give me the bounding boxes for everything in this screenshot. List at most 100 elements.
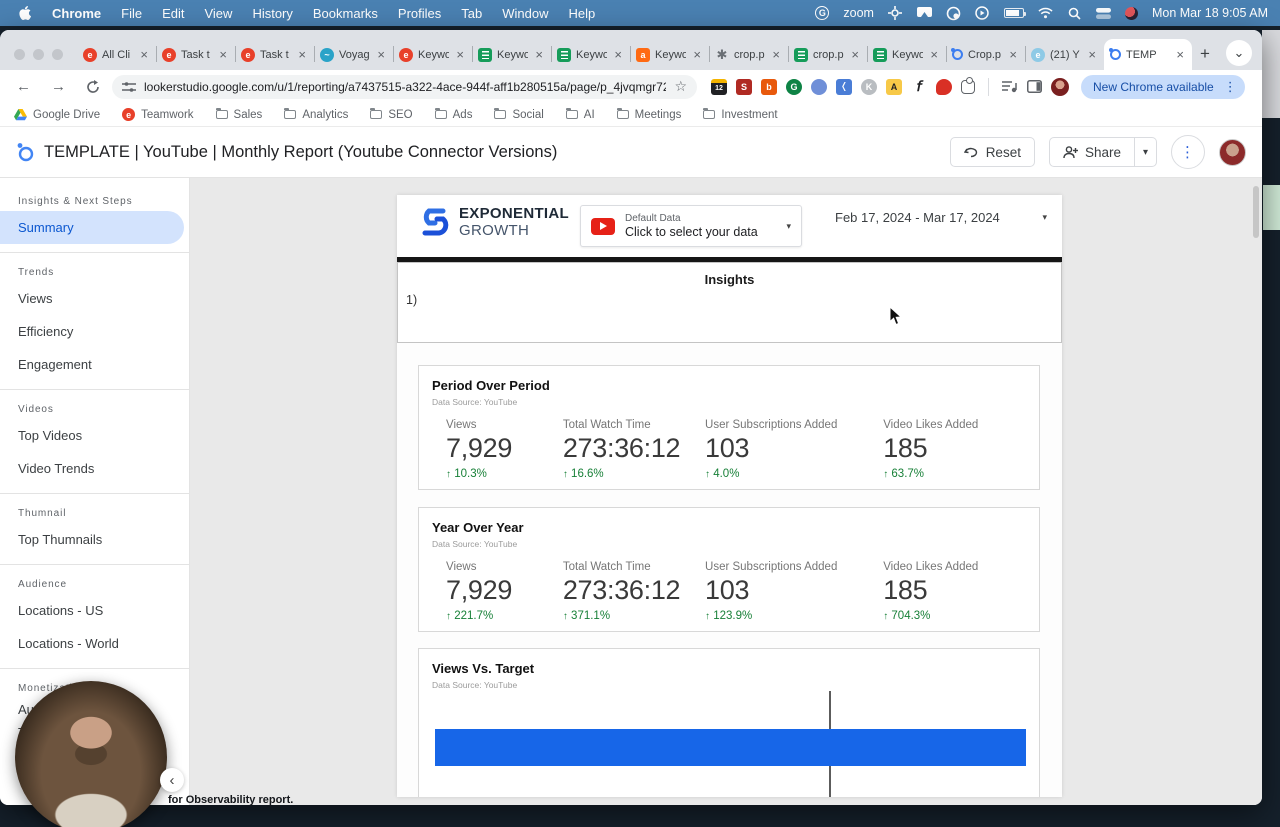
menubar-item-view[interactable]: View xyxy=(204,5,233,21)
date-range-selector[interactable]: Feb 17, 2024 - Mar 17, 2024 ▾ xyxy=(835,210,1047,225)
browser-tab[interactable]: Crop.p × xyxy=(946,39,1025,70)
browser-tab[interactable]: Keywo× xyxy=(393,39,472,70)
menubar-item-profiles[interactable]: Profiles xyxy=(397,5,442,21)
browser-tab-active[interactable]: TEMP × xyxy=(1104,39,1192,70)
close-tab-icon[interactable]: × xyxy=(1088,47,1096,62)
sidebar-item-locations-us[interactable]: Locations - US xyxy=(18,603,104,618)
menubar-item-bookmarks[interactable]: Bookmarks xyxy=(312,5,378,21)
browser-tab[interactable]: Keywo× xyxy=(472,39,551,70)
extension-icon[interactable]: 𝘧 xyxy=(916,78,922,94)
browser-tab[interactable]: Task t× xyxy=(235,39,314,70)
url-text[interactable]: lookerstudio.google.com/u/1/reporting/a7… xyxy=(144,79,667,94)
extension-icon[interactable] xyxy=(936,78,952,95)
close-tab-icon[interactable]: × xyxy=(1176,47,1184,62)
bookmark-folder-ads[interactable]: Ads xyxy=(434,108,472,121)
close-tab-icon[interactable]: × xyxy=(693,47,701,62)
bookmark-folder-investment[interactable]: Investment xyxy=(703,108,778,121)
browser-tab[interactable]: (21) Y× xyxy=(1025,39,1104,70)
sidebar-item-engagement[interactable]: Engagement xyxy=(18,357,92,372)
close-tab-icon[interactable]: × xyxy=(140,47,148,62)
extension-icon[interactable]: A xyxy=(886,78,902,95)
insights-box[interactable]: Insights 1) xyxy=(397,262,1062,343)
sidebar-item-efficiency[interactable]: Efficiency xyxy=(18,324,74,339)
bookmark-folder-meetings[interactable]: Meetings xyxy=(616,108,681,121)
chrome-profile-avatar[interactable] xyxy=(1051,77,1069,96)
bookmark-folder-seo[interactable]: SEO xyxy=(370,108,413,121)
screen-mirroring-icon[interactable] xyxy=(916,6,932,21)
bookmark-folder-analytics[interactable]: Analytics xyxy=(284,108,348,121)
close-tab-icon[interactable]: × xyxy=(614,47,622,62)
browser-tab[interactable]: crop.p× xyxy=(709,39,788,70)
close-tab-icon[interactable]: × xyxy=(1009,47,1017,62)
search-icon[interactable] xyxy=(1067,6,1082,21)
browser-tab[interactable]: Keywo× xyxy=(551,39,630,70)
menubar-item-edit[interactable]: Edit xyxy=(162,5,185,21)
sidebar-item-locations-world[interactable]: Locations - World xyxy=(18,636,119,651)
zoom-window-icon[interactable] xyxy=(52,49,63,60)
extensions-menu-icon[interactable] xyxy=(961,76,975,94)
new-tab-button[interactable]: + xyxy=(1200,44,1210,63)
bookmark-google-drive[interactable]: Google Drive xyxy=(14,108,100,121)
chrome-menu-icon[interactable]: ⋮ xyxy=(1223,78,1237,94)
close-tab-icon[interactable]: × xyxy=(772,47,780,62)
bookmark-folder-ai[interactable]: AI xyxy=(565,108,595,121)
browser-tab[interactable]: All Cli× xyxy=(77,39,156,70)
extension-icon[interactable]: b xyxy=(761,78,777,95)
extension-icon[interactable]: ❬ xyxy=(836,78,852,95)
g-status-icon[interactable]: G xyxy=(815,6,830,20)
extension-icon[interactable]: G xyxy=(786,78,802,95)
reset-button[interactable]: Reset xyxy=(949,137,1035,167)
chevron-down-icon[interactable]: ▾ xyxy=(786,220,791,231)
menubar-item-window[interactable]: Window xyxy=(502,5,549,21)
chevron-down-icon[interactable]: ▾ xyxy=(1042,212,1047,222)
side-panel-icon[interactable] xyxy=(1027,80,1042,93)
user-avatar[interactable] xyxy=(1219,138,1246,166)
sidebar-item-video-trends[interactable]: Video Trends xyxy=(18,461,95,476)
menubar-item-file[interactable]: File xyxy=(121,5,143,21)
close-tab-icon[interactable]: × xyxy=(851,47,859,62)
data-source-selector[interactable]: Default Data Click to select your data ▾ xyxy=(580,205,802,247)
menubar-item-tab[interactable]: Tab xyxy=(461,5,483,21)
close-tab-icon[interactable]: × xyxy=(930,47,938,62)
menubar-item-help[interactable]: Help xyxy=(568,5,596,21)
extension-icon[interactable]: K xyxy=(861,78,877,95)
browser-tab[interactable]: crop.p× xyxy=(788,39,867,70)
forward-button[interactable]: → xyxy=(51,78,66,95)
control-center-icon[interactable] xyxy=(1095,6,1111,21)
bookmark-folder-sales[interactable]: Sales xyxy=(215,108,262,121)
share-dropdown-caret[interactable]: ▾ xyxy=(1135,137,1157,167)
bookmark-star-icon[interactable]: ☆ xyxy=(674,78,687,94)
browser-tab[interactable]: Keywo× xyxy=(867,39,946,70)
browser-tab[interactable]: Keywo× xyxy=(630,39,709,70)
site-settings-icon[interactable] xyxy=(122,81,136,93)
sidebar-collapse-button[interactable]: ‹ xyxy=(160,768,184,792)
close-tab-icon[interactable]: × xyxy=(456,47,464,62)
minimize-window-icon[interactable] xyxy=(33,49,44,60)
extension-icon[interactable] xyxy=(811,78,827,95)
zoom-menu-item[interactable]: zoom xyxy=(843,6,874,20)
back-button[interactable]: ← xyxy=(16,78,31,95)
sidebar-item-views[interactable]: Views xyxy=(18,291,53,306)
address-bar[interactable]: lookerstudio.google.com/u/1/reporting/a7… xyxy=(112,74,697,99)
extension-icon[interactable]: 12 xyxy=(711,78,727,95)
record-status-icon[interactable] xyxy=(946,6,961,21)
close-tab-icon[interactable]: × xyxy=(535,47,543,62)
close-tab-icon[interactable]: × xyxy=(298,47,306,62)
media-controls-icon[interactable] xyxy=(1002,80,1018,93)
views-bar[interactable] xyxy=(435,729,1026,766)
share-button-group[interactable]: Share ▾ xyxy=(1048,137,1157,167)
sidebar-item-top-thumnails[interactable]: Top Thumnails xyxy=(18,532,103,547)
bookmark-folder-social[interactable]: Social xyxy=(494,108,544,121)
close-tab-icon[interactable]: × xyxy=(219,47,227,62)
more-options-button[interactable]: ⋮ xyxy=(1171,135,1205,169)
bookmark-teamwork[interactable]: Teamwork xyxy=(122,108,194,121)
sidebar-item-top-videos[interactable]: Top Videos xyxy=(18,428,83,443)
play-status-icon[interactable] xyxy=(975,6,990,21)
scrollbar-thumb[interactable] xyxy=(1253,186,1259,238)
reload-button[interactable] xyxy=(78,79,108,94)
extension-icon[interactable]: S xyxy=(736,78,752,95)
window-controls[interactable] xyxy=(14,49,63,60)
sidebar-item-summary[interactable]: Summary xyxy=(0,211,184,244)
wifi-icon[interactable] xyxy=(1038,6,1053,21)
browser-tab[interactable]: Task t× xyxy=(156,39,235,70)
